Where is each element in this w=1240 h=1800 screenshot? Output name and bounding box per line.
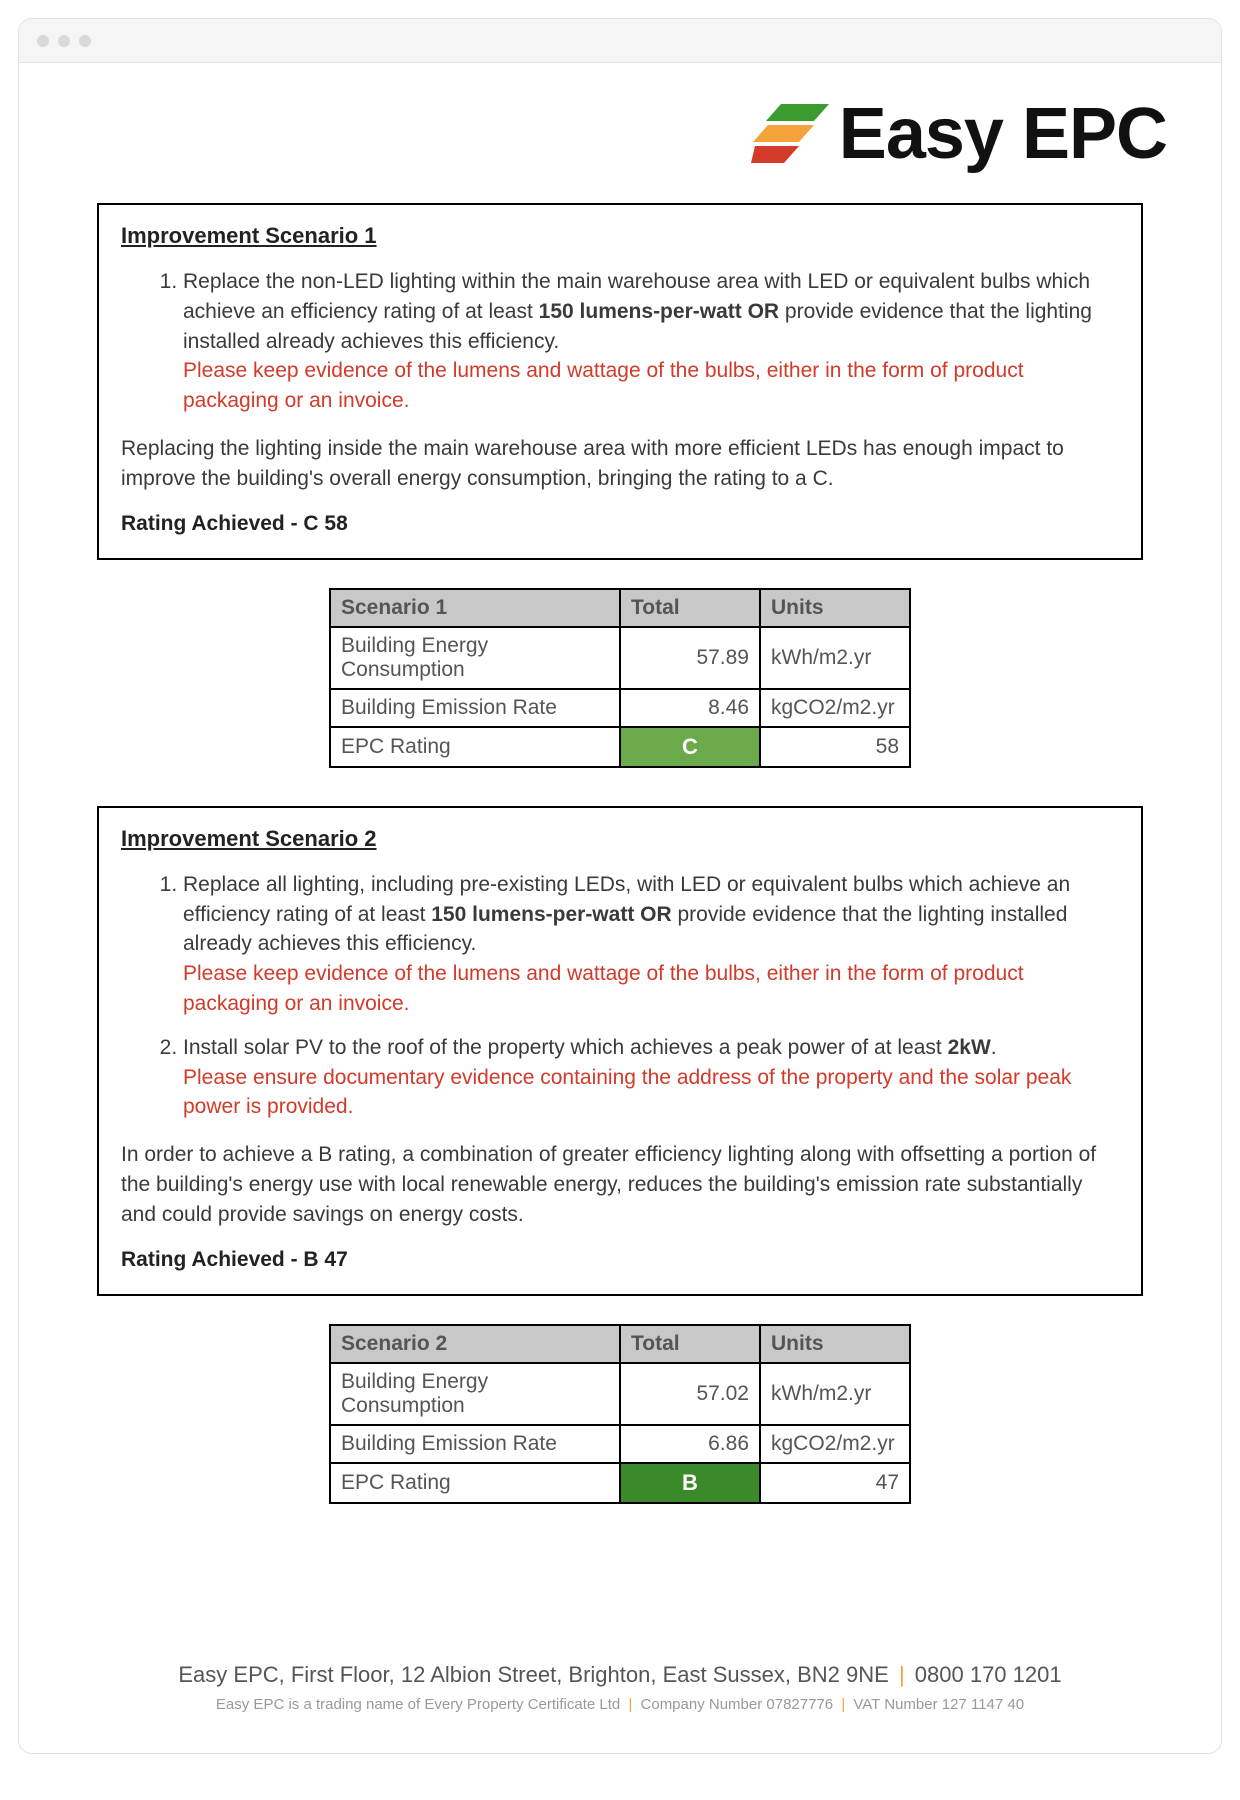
footer-address: Easy EPC, First Floor, 12 Albion Street,… (178, 1662, 888, 1687)
cell-total: 57.02 (620, 1363, 760, 1425)
scenario-1-list: Replace the non-LED lighting within the … (121, 267, 1119, 416)
list-item: Replace the non-LED lighting within the … (183, 267, 1119, 416)
scenario-1-table: Scenario 1 Total Units Building Energy C… (329, 588, 911, 768)
scenario-1-title: Improvement Scenario 1 (121, 223, 1119, 249)
table-row: Building Emission Rate6.86kgCO2/m2.yr (330, 1425, 910, 1463)
table-row: Building Energy Consumption57.02kWh/m2.y… (330, 1363, 910, 1425)
cell-rating-letter: B (620, 1463, 760, 1503)
table-row: Building Emission Rate8.46kgCO2/m2.yr (330, 689, 910, 727)
logo-row: Easy EPC (73, 93, 1167, 175)
cell-label: EPC Rating (330, 727, 620, 767)
list-item-text: Install solar PV to the roof of the prop… (183, 1036, 997, 1059)
footer-address-line: Easy EPC, First Floor, 12 Albion Street,… (73, 1662, 1167, 1688)
cell-label: Building Energy Consumption (330, 1363, 620, 1425)
window-dot (37, 35, 49, 47)
cell-label: Building Energy Consumption (330, 627, 620, 689)
cell-rating-value: 58 (760, 727, 910, 767)
cell-rating-value: 47 (760, 1463, 910, 1503)
table-row-rating: EPC RatingB47 (330, 1463, 910, 1503)
scenario-2-list: Replace all lighting, including pre-exis… (121, 870, 1119, 1123)
cell-label: Building Emission Rate (330, 1425, 620, 1463)
footer-phone: 0800 170 1201 (915, 1662, 1062, 1687)
list-item-note: Please keep evidence of the lumens and w… (183, 356, 1119, 416)
table-row: Building Energy Consumption57.89kWh/m2.y… (330, 627, 910, 689)
list-item-text: Replace the non-LED lighting within the … (183, 270, 1092, 353)
scenario-2-summary: In order to achieve a B rating, a combin… (121, 1140, 1119, 1229)
scenario-1-rating-achieved: Rating Achieved - C 58 (121, 512, 1119, 536)
footer-separator: | (624, 1696, 636, 1713)
cell-total: 57.89 (620, 627, 760, 689)
cell-rating-letter: C (620, 727, 760, 767)
scenario-2-rating-achieved: Rating Achieved - B 47 (121, 1248, 1119, 1272)
list-item-text: Replace all lighting, including pre-exis… (183, 873, 1070, 956)
footer-legal-c: VAT Number 127 1147 40 (853, 1696, 1024, 1713)
footer-legal-line: Easy EPC is a trading name of Every Prop… (73, 1696, 1167, 1713)
scenario-2-box: Improvement Scenario 2 Replace all light… (97, 806, 1143, 1296)
list-item: Install solar PV to the roof of the prop… (183, 1033, 1119, 1122)
table-header: Scenario 1 (330, 589, 620, 627)
table-header: Scenario 2 (330, 1325, 620, 1363)
table-row-rating: EPC RatingC58 (330, 727, 910, 767)
footer-separator: | (837, 1696, 849, 1713)
cell-units: kWh/m2.yr (760, 627, 910, 689)
table-header: Total (620, 589, 760, 627)
table-header: Units (760, 1325, 910, 1363)
logo-mark-icon (751, 104, 829, 164)
cell-label: EPC Rating (330, 1463, 620, 1503)
window-dot (58, 35, 70, 47)
browser-titlebar (19, 19, 1221, 63)
cell-units: kWh/m2.yr (760, 1363, 910, 1425)
cell-units: kgCO2/m2.yr (760, 689, 910, 727)
footer-legal-b: Company Number 07827776 (641, 1696, 834, 1713)
logo-text: Easy EPC (839, 93, 1167, 175)
table-header: Total (620, 1325, 760, 1363)
browser-frame: Easy EPC Improvement Scenario 1 Replace … (18, 18, 1222, 1754)
table-header: Units (760, 589, 910, 627)
list-item: Replace all lighting, including pre-exis… (183, 870, 1119, 1019)
scenario-2-table: Scenario 2 Total Units Building Energy C… (329, 1324, 911, 1504)
scenario-1-box: Improvement Scenario 1 Replace the non-L… (97, 203, 1143, 560)
footer-legal-a: Easy EPC is a trading name of Every Prop… (216, 1696, 620, 1713)
cell-label: Building Emission Rate (330, 689, 620, 727)
cell-total: 6.86 (620, 1425, 760, 1463)
list-item-note: Please keep evidence of the lumens and w… (183, 959, 1119, 1019)
document-page: Easy EPC Improvement Scenario 1 Replace … (19, 63, 1221, 1753)
scenario-1-summary: Replacing the lighting inside the main w… (121, 434, 1119, 494)
page-footer: Easy EPC, First Floor, 12 Albion Street,… (73, 1632, 1167, 1713)
cell-total: 8.46 (620, 689, 760, 727)
window-dot (79, 35, 91, 47)
list-item-note: Please ensure documentary evidence conta… (183, 1063, 1119, 1123)
footer-separator: | (895, 1662, 909, 1687)
easy-epc-logo: Easy EPC (751, 93, 1167, 175)
cell-units: kgCO2/m2.yr (760, 1425, 910, 1463)
scenario-2-title: Improvement Scenario 2 (121, 826, 1119, 852)
